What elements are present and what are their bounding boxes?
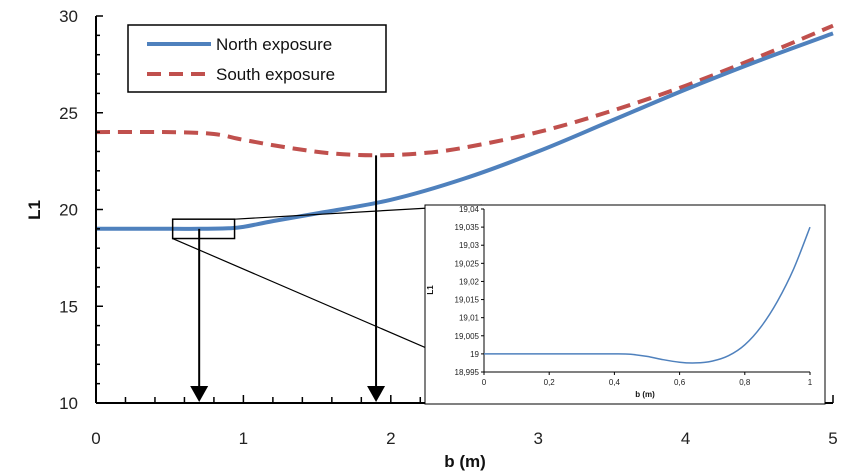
legend-label-north: North exposure	[216, 35, 332, 54]
x-tick-label: 0	[91, 429, 100, 448]
inset-x-tick-label: 0,2	[544, 378, 556, 387]
y-tick-label: 15	[59, 297, 78, 316]
inset-y-tick-label: 19,005	[455, 332, 480, 341]
inset-y-tick-label: 19	[470, 350, 479, 359]
inset-chart: 18,995 19 19,005 19,01 19,015 19,02 19,025 19,0…	[424, 204, 826, 405]
x-axis-title: b (m)	[444, 452, 486, 471]
inset-y-tick-label: 19,04	[459, 205, 480, 214]
x-tick-label: 4	[681, 429, 690, 448]
inset-background	[424, 204, 826, 405]
inset-x-tick-label: 0,6	[674, 378, 686, 387]
y-tick-label: 30	[59, 7, 78, 26]
inset-series-group	[484, 226, 811, 364]
zoom-box	[171, 218, 236, 240]
inset-y-tick-label: 19,02	[459, 277, 480, 286]
inset-y-tick-label: 19,025	[455, 259, 480, 268]
main-series-group	[95, 23, 834, 231]
y-tick-label: 25	[59, 104, 78, 123]
legend-box	[127, 24, 387, 93]
arrow-head	[190, 386, 209, 402]
inset-y-axis-title: L1	[426, 285, 435, 295]
inset-y-tick-label: 19,035	[455, 223, 480, 232]
inset-x-tick-label: 1	[808, 378, 813, 387]
series-line-north	[96, 31, 834, 231]
inset-y-tick-label: 19,015	[455, 296, 480, 305]
inset-x-tick-label: 0,4	[609, 378, 621, 387]
x-tick-label: 5	[828, 429, 837, 448]
x-tick-label: 3	[533, 429, 542, 448]
inset-y-tick-label: 18,995	[455, 368, 480, 377]
series-line-south	[95, 23, 834, 158]
y-tick-label: 20	[59, 201, 78, 220]
inset-x-tick-label: 0	[482, 378, 487, 387]
legend: North exposure South exposure	[127, 24, 387, 93]
inset-series-line	[484, 226, 811, 364]
legend-label-south: South exposure	[216, 65, 335, 84]
arrow-head	[367, 386, 386, 402]
inset-x-tick-label: 0,8	[739, 378, 751, 387]
y-tick-label: 10	[59, 394, 78, 413]
inset-axes: 18,995 19 19,005 19,01 19,015 19,02 19,025 19,0…	[455, 205, 813, 387]
x-tick-label: 2	[386, 429, 395, 448]
inset-x-axis-title: b (m)	[635, 390, 655, 399]
y-axis-title: L1	[25, 200, 44, 220]
inset-y-tick-label: 19,03	[459, 241, 480, 250]
x-tick-label: 1	[239, 429, 248, 448]
inset-y-tick-label: 19,01	[459, 314, 480, 323]
